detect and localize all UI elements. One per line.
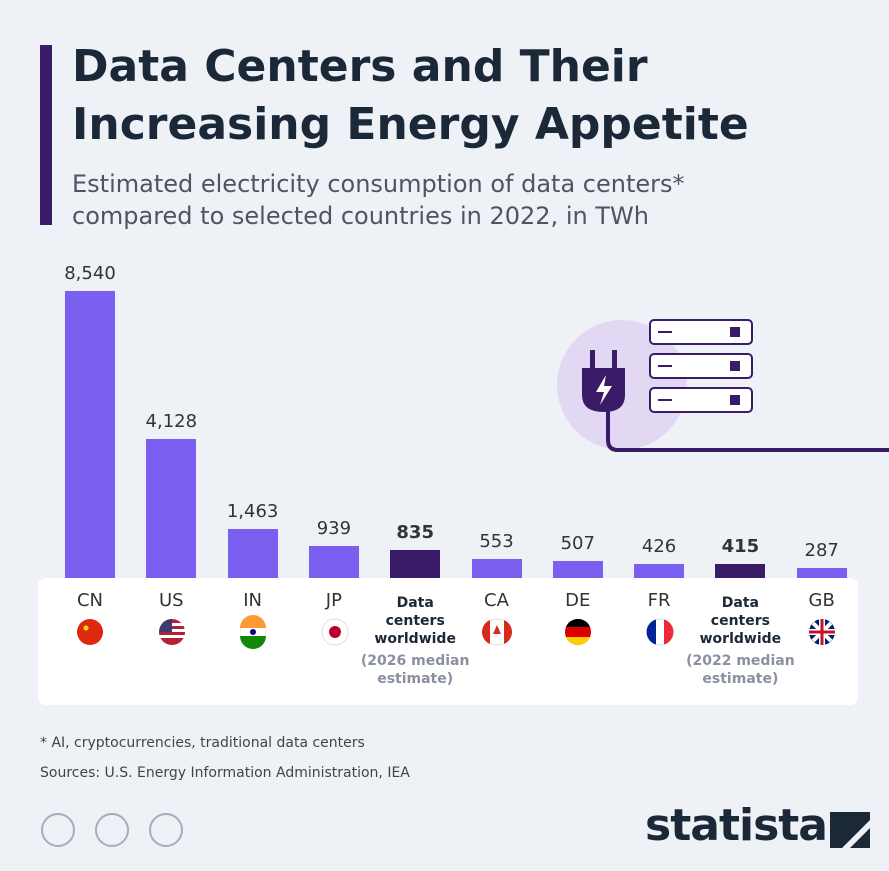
category-label: CA <box>484 590 509 611</box>
bar <box>227 528 278 578</box>
bar <box>146 439 197 578</box>
value-label: 939 <box>316 518 352 540</box>
category-label: GB <box>808 590 835 611</box>
value-label: 4,128 <box>145 411 198 433</box>
value-label: 287 <box>804 540 839 562</box>
category-label: US <box>158 590 184 611</box>
value-label: 415 <box>721 536 760 558</box>
value-label: 426 <box>641 535 677 557</box>
category-label: DE <box>565 590 591 611</box>
category-label: Data centers worldwide <box>374 595 456 647</box>
brand: statista <box>645 800 828 851</box>
bar <box>796 568 847 578</box>
value-label: 1,463 <box>226 500 279 522</box>
category-label: Data centers worldwide <box>699 595 782 647</box>
cable <box>606 410 889 452</box>
subtitle: Estimated electricity consumption of dat… <box>72 170 685 230</box>
category-label: CN <box>76 590 104 611</box>
value-label: 507 <box>560 532 595 554</box>
category-note: (2026 median estimate) <box>360 653 470 687</box>
bar <box>308 546 359 578</box>
server-icon <box>649 319 753 413</box>
bar <box>390 549 441 578</box>
cc-icons <box>41 813 183 847</box>
accent-bar <box>40 45 52 225</box>
source: Sources: U.S. Energy Information Adminis… <box>40 765 410 781</box>
plug-icon <box>582 350 625 412</box>
category-label: FR <box>647 590 671 611</box>
category-label: IN <box>243 590 262 611</box>
value-label: 8,540 <box>64 263 116 284</box>
title: Data Centers and Their Increasing Energy… <box>72 41 749 150</box>
value-label: 553 <box>479 531 514 553</box>
brand-mark <box>830 812 870 848</box>
server-dots <box>658 327 740 405</box>
value-label: 835 <box>396 521 434 543</box>
category-note: (2022 median estimate) <box>686 653 795 687</box>
bar <box>715 564 766 578</box>
bar <box>65 291 115 578</box>
bar <box>634 563 685 578</box>
footnote: * AI, cryptocurrencies, traditional data… <box>40 735 365 751</box>
bar <box>552 560 603 578</box>
category-label: JP <box>325 590 342 611</box>
flags <box>77 615 835 649</box>
label-panel <box>38 578 858 705</box>
bar <box>471 559 522 578</box>
